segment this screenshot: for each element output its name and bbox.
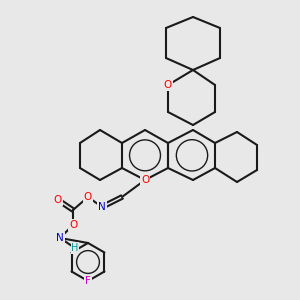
Text: O: O	[141, 175, 149, 185]
Text: N: N	[56, 233, 64, 243]
Text: O: O	[54, 195, 62, 205]
Text: N: N	[98, 202, 106, 212]
Text: F: F	[85, 276, 91, 286]
Text: O: O	[84, 192, 92, 202]
Text: O: O	[164, 80, 172, 90]
Text: O: O	[69, 220, 77, 230]
Text: H: H	[71, 243, 79, 253]
